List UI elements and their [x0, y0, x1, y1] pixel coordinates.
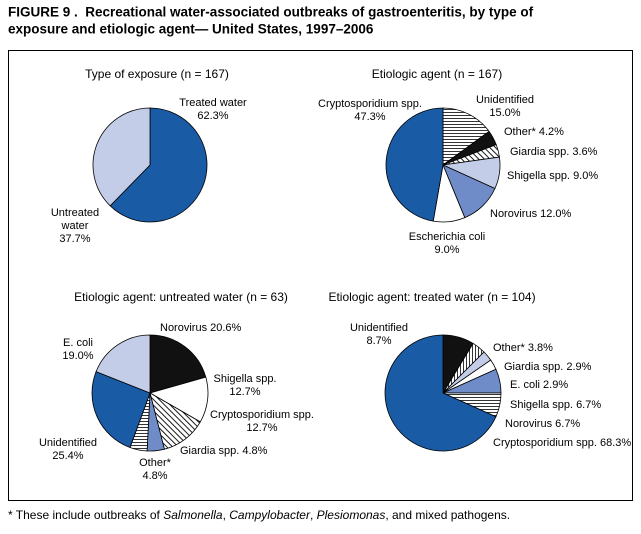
chart-title: Etiologic agent: untreated water (n = 63…: [74, 290, 288, 304]
slice-category: Norovirus: [505, 418, 553, 430]
slice-value: 62.3%: [197, 110, 228, 122]
slice-value: 20.6%: [210, 322, 241, 334]
slice-category: Cryptosporidium spp.: [318, 98, 422, 110]
slice-label: Giardia spp. 3.6%: [510, 146, 598, 158]
slice-category: Norovirus: [160, 322, 208, 334]
slice-value: 6.7%: [555, 418, 580, 430]
pie-slice: [95, 334, 151, 394]
slice-category: E. coli: [63, 337, 93, 349]
slice-value: 9.0%: [434, 244, 459, 256]
slice-value: 37.7%: [59, 233, 90, 245]
footnote-part: ,: [310, 508, 317, 522]
slice-value: 8.7%: [366, 335, 391, 347]
slice-category: Shigella spp.: [214, 373, 277, 385]
slice-value: 12.7%: [229, 386, 260, 398]
slice-value: 47.3%: [354, 111, 385, 123]
footnote-part: * These include outbreaks of: [8, 508, 163, 522]
slice-value: 25.4%: [52, 450, 83, 462]
slice-category: Other*: [504, 126, 537, 138]
footnote-part: Salmonella: [163, 508, 223, 522]
slice-label: Other* 3.8%: [493, 342, 553, 354]
slice-value: 4.8%: [142, 470, 167, 482]
slice-value: 3.6%: [572, 146, 597, 158]
slice-value: 2.9%: [543, 379, 568, 391]
slice-category: Treated water: [179, 97, 247, 109]
slice-category: Norovirus: [490, 208, 538, 220]
slice-category: Escherichia coli: [409, 231, 485, 243]
slice-category: Shigella spp.: [510, 399, 573, 411]
slice-label: Norovirus 6.7%: [505, 418, 580, 430]
slice-value: 6.7%: [576, 399, 601, 411]
chart-title: Type of exposure (n = 167): [85, 67, 229, 81]
slice-category: Unidentified: [476, 94, 534, 106]
slice-label: Other* 4.2%: [504, 126, 564, 138]
slice-label: Cryptosporidium spp. 68.3%: [493, 437, 631, 449]
footnote-part: Plesiomonas: [317, 508, 386, 522]
slice-category: Other*: [493, 342, 526, 354]
slice-value: 15.0%: [489, 107, 520, 119]
slice-category: E. coli: [510, 379, 540, 391]
footnote-part: , and mixed pathogens.: [385, 508, 510, 522]
frame: [8, 50, 633, 501]
pie-slice: [384, 334, 497, 452]
slice-category: Giardia spp.: [510, 146, 569, 158]
slice-label: E. coli 2.9%: [510, 379, 568, 391]
figure-title: exposure and etiologic agent— United Sta…: [8, 22, 374, 37]
slice-value: 4.2%: [539, 126, 564, 138]
slice-value: 12.0%: [540, 208, 571, 220]
slice-category: Cryptosporidium spp.: [493, 437, 597, 449]
slice-label: Giardia spp. 2.9%: [504, 361, 592, 373]
slice-category: Untreated water: [51, 207, 99, 232]
slice-category: Shigella spp.: [507, 170, 570, 182]
slice-category: Other*: [139, 457, 172, 469]
slice-value: 12.7%: [246, 422, 277, 434]
slice-label: Shigella spp. 9.0%: [507, 170, 598, 182]
slice-label: Shigella spp. 6.7%: [510, 399, 601, 411]
slice-value: 4.8%: [242, 445, 267, 457]
pie-slice: [442, 107, 490, 166]
slice-value: 3.8%: [528, 342, 553, 354]
pie-slice: [385, 107, 444, 222]
slice-value: 9.0%: [573, 170, 598, 182]
footnote-part: ,: [223, 508, 230, 522]
pie-slice: [91, 371, 151, 448]
slice-value: 68.3%: [600, 437, 631, 449]
slice-category: Unidentified: [350, 322, 408, 334]
footnote: * These include outbreaks of Salmonella,…: [8, 508, 510, 522]
chart-title: Etiologic agent (n = 167): [372, 67, 502, 81]
slice-value: 19.0%: [62, 350, 93, 362]
figure-title: FIGURE 9 . Recreational water-associated…: [8, 5, 534, 20]
slice-label: Norovirus 20.6%: [160, 322, 242, 334]
slice-value: 2.9%: [566, 361, 591, 373]
slice-category: Unidentified: [39, 437, 97, 449]
pie-slice: [92, 107, 151, 207]
slice-category: Giardia spp.: [504, 361, 563, 373]
slice-label: Norovirus 12.0%: [490, 208, 572, 220]
slice-category: Giardia spp.: [180, 445, 239, 457]
chart-title: Etiologic agent: treated water (n = 104): [328, 290, 535, 304]
pie-slice: [109, 107, 208, 223]
footnote-part: Campylobacter: [229, 508, 311, 522]
slice-category: Cryptosporidium spp.: [210, 409, 314, 421]
slice-label: Giardia spp. 4.8%: [180, 445, 268, 457]
pie-slice: [149, 334, 207, 394]
